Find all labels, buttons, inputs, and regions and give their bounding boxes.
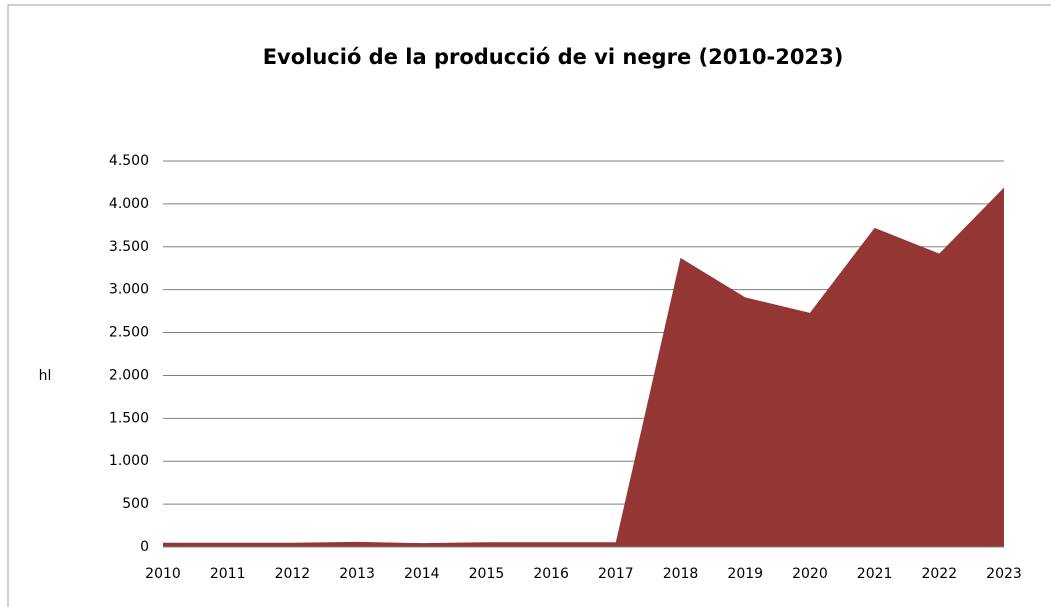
- y-axis-label: hl: [39, 368, 52, 384]
- y-tick-label: 2.500: [109, 325, 149, 341]
- y-tick-label: 4.500: [109, 153, 149, 169]
- y-tick-label: 0: [140, 539, 149, 555]
- y-tick-label: 500: [122, 496, 149, 512]
- x-tick-label: 2018: [663, 566, 699, 582]
- x-tick-label: 2021: [857, 566, 893, 582]
- x-tick-label: 2013: [339, 566, 375, 582]
- x-tick-label: 2022: [921, 566, 957, 582]
- x-tick-label: 2012: [275, 566, 311, 582]
- x-tick-label: 2019: [727, 566, 763, 582]
- x-tick-label: 2014: [404, 566, 440, 582]
- x-tick-label: 2017: [598, 566, 634, 582]
- y-tick-label: 1.000: [109, 453, 149, 469]
- y-tick-label: 3.000: [109, 282, 149, 298]
- x-tick-label: 2015: [469, 566, 505, 582]
- x-tick-label: 2020: [792, 566, 828, 582]
- y-tick-label: 3.500: [109, 239, 149, 255]
- y-tick-label: 1.500: [109, 410, 149, 426]
- y-tick-label: 2.000: [109, 367, 149, 383]
- x-tick-label: 2011: [210, 566, 246, 582]
- area: [163, 187, 1004, 547]
- y-tick-label: 4.000: [109, 196, 149, 212]
- chart-title: Evolució de la producció de vi negre (20…: [263, 45, 844, 69]
- x-tick-label: 2023: [986, 566, 1022, 582]
- x-tick-label: 2010: [145, 566, 181, 582]
- chart-frame: [7, 4, 1051, 607]
- x-tick-label: 2016: [533, 566, 569, 582]
